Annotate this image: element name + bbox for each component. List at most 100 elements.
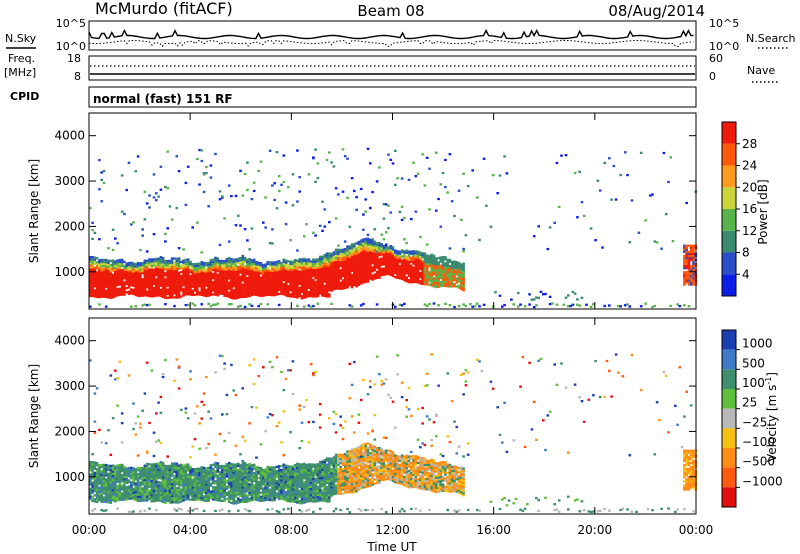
- echo-cell: [687, 260, 691, 264]
- echo-cell: [136, 292, 140, 295]
- echo-cell: [193, 472, 197, 475]
- echo-cell: [225, 473, 229, 476]
- echo-cell: [241, 261, 245, 264]
- echo-cell: [186, 475, 190, 478]
- echo-cell: [343, 282, 347, 285]
- echo-cell: [305, 267, 308, 270]
- echo-cell: [359, 282, 363, 285]
- echo-cell: [98, 474, 101, 477]
- echo-cell: [223, 286, 226, 289]
- echo-cell: [437, 257, 440, 260]
- echo-cell: [227, 510, 231, 513]
- echo-cell: [177, 497, 181, 500]
- echo-cell: [191, 468, 194, 471]
- echo-cell: [307, 280, 311, 283]
- echo-cell: [262, 481, 265, 484]
- echo-cell: [130, 472, 133, 476]
- echo-cell: [116, 261, 119, 264]
- echo-cell: [271, 470, 274, 473]
- echo-cell: [182, 261, 185, 264]
- echo-cell: [164, 464, 167, 468]
- echo-cell: [111, 464, 115, 467]
- echo-cell: [380, 249, 383, 252]
- echo-cell: [312, 268, 315, 271]
- echo-cell: [239, 279, 242, 282]
- echo-cell: [166, 276, 169, 279]
- echo-cell: [107, 464, 110, 467]
- echo-cell: [100, 273, 103, 276]
- echo-cell: [221, 274, 224, 277]
- echo-cell: [264, 499, 267, 502]
- echo-cell: [596, 179, 600, 182]
- echo-cell: [271, 271, 274, 274]
- echo-cell: [248, 294, 251, 297]
- echo-cell: [355, 281, 358, 284]
- echo-cell: [184, 490, 188, 493]
- echo-cell: [369, 259, 372, 262]
- echo-cell: [150, 260, 154, 263]
- echo-cell: [246, 465, 249, 468]
- echo-cell: [145, 493, 149, 496]
- echo-cell: [250, 482, 254, 485]
- echo-cell: [296, 271, 299, 275]
- echo-cell: [107, 495, 110, 498]
- echo-cell: [116, 468, 119, 471]
- echo-cell: [148, 469, 151, 472]
- echo-cell: [118, 486, 122, 489]
- echo-cell: [252, 473, 256, 477]
- echo-cell: [214, 289, 217, 292]
- echo-cell: [134, 468, 138, 471]
- echo-cell: [184, 266, 188, 270]
- echo-cell: [282, 274, 286, 278]
- echo-cell: [391, 250, 395, 253]
- echo-cell: [134, 269, 138, 272]
- echo-cell: [305, 262, 308, 266]
- echo-cell: [246, 295, 249, 298]
- echo-cell: [250, 287, 254, 290]
- echo-cell: [259, 485, 263, 488]
- echo-cell: [382, 249, 386, 252]
- echo-cell: [109, 499, 113, 502]
- echo-cell: [168, 278, 172, 281]
- echo-cell: [353, 267, 356, 270]
- echo-cell: [528, 293, 531, 296]
- echo-cell: [193, 492, 197, 495]
- echo-cell: [227, 263, 231, 266]
- echo-cell: [234, 266, 238, 269]
- echo-cell: [175, 476, 179, 480]
- echo-cell: [366, 276, 370, 279]
- echo-cell: [416, 252, 420, 255]
- echo-cell: [339, 250, 342, 254]
- echo-cell: [104, 289, 108, 292]
- echo-cell: [330, 262, 333, 266]
- echo-cell: [211, 488, 215, 491]
- echo-cell: [164, 497, 167, 500]
- echo-cell: [332, 263, 336, 266]
- echo-cell: [369, 265, 372, 268]
- echo-cell: [221, 264, 224, 267]
- echo-cell: [207, 487, 210, 490]
- echo-cell: [259, 479, 263, 482]
- echo-cell: [111, 288, 115, 291]
- echo-cell: [164, 185, 167, 189]
- echo-cell: [337, 281, 340, 284]
- echo-cell: [448, 153, 452, 156]
- echo-cell: [166, 493, 169, 496]
- echo-cell: [476, 196, 479, 199]
- echo-cell: [157, 495, 160, 498]
- echo-cell: [175, 474, 179, 478]
- echo-cell: [221, 196, 224, 199]
- echo-cell: [221, 489, 224, 492]
- echo-cell: [446, 274, 449, 278]
- echo-cell: [246, 268, 249, 272]
- echo-cell: [248, 475, 251, 478]
- echo-cell: [266, 466, 270, 469]
- echo-cell: [159, 165, 163, 168]
- echo-cell: [136, 493, 140, 496]
- echo-cell: [152, 491, 156, 495]
- echo-cell: [148, 467, 151, 470]
- echo-cell: [89, 477, 92, 480]
- echo-cell: [161, 486, 165, 489]
- echo-cell: [139, 292, 142, 296]
- echo-cell: [309, 278, 313, 281]
